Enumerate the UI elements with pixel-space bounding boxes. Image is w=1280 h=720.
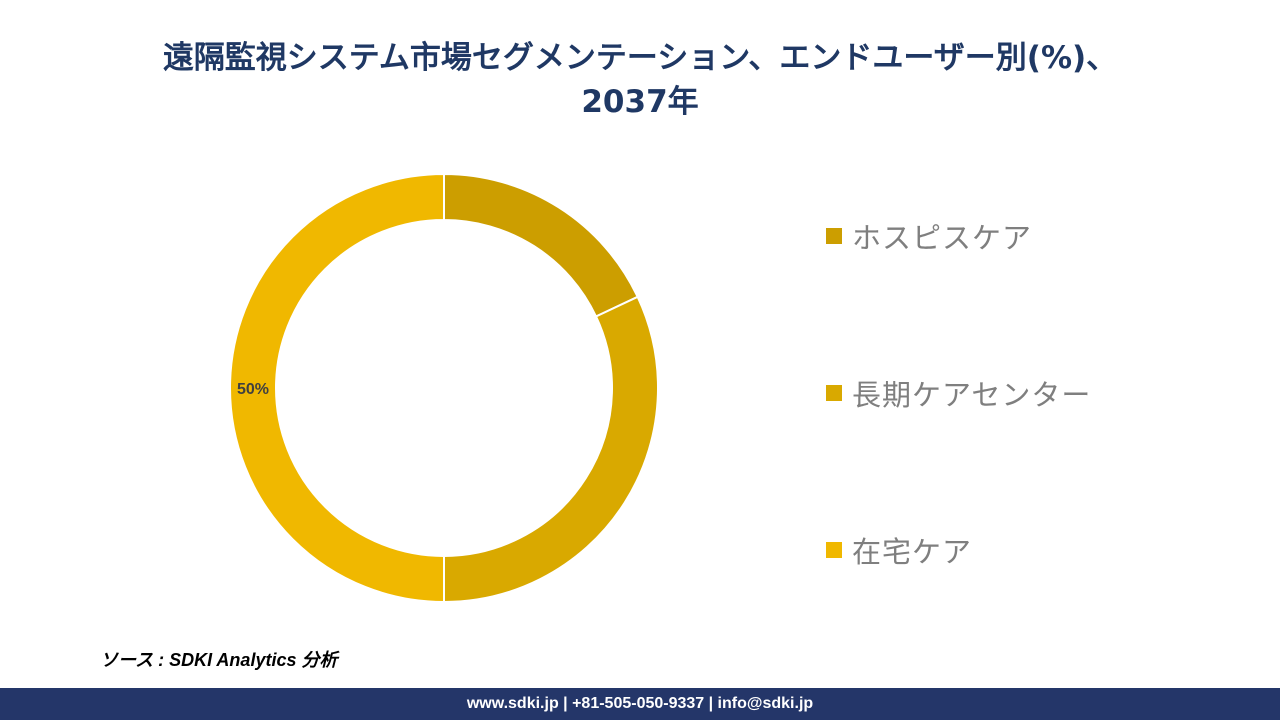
chart-title-line-2: 2037年 — [581, 84, 699, 120]
donut-slice-3 — [229, 172, 445, 604]
legend-swatch — [826, 542, 842, 558]
chart-title: 遠隔監視システム市場セグメンテーション、エンドユーザー別(%)、 2037年 — [40, 36, 1240, 124]
donut-slice-1 — [443, 172, 639, 318]
legend-item-2: 長期ケアセンター — [826, 371, 1246, 415]
legend-swatch — [826, 228, 842, 244]
chart-title-line-1: 遠隔監視システム市場セグメンテーション、エンドユーザー別(%)、 — [162, 40, 1118, 76]
legend-item-3: 在宅ケア — [826, 528, 1246, 572]
legend-label: 長期ケアセンター — [852, 378, 1092, 412]
legend-item-1: ホスピスケア — [826, 214, 1246, 258]
legend-label: ホスピスケア — [852, 221, 1033, 255]
data-label-3: 50% — [237, 381, 269, 398]
donut-slice-2 — [443, 295, 659, 604]
legend-label: 在宅ケア — [852, 535, 973, 569]
legend-swatch — [826, 385, 842, 401]
footer-bar: www.sdki.jp | +81-505-050-9337 | info@sd… — [0, 688, 1280, 720]
source-note: ソース : SDKI Analytics 分析 — [100, 650, 338, 670]
